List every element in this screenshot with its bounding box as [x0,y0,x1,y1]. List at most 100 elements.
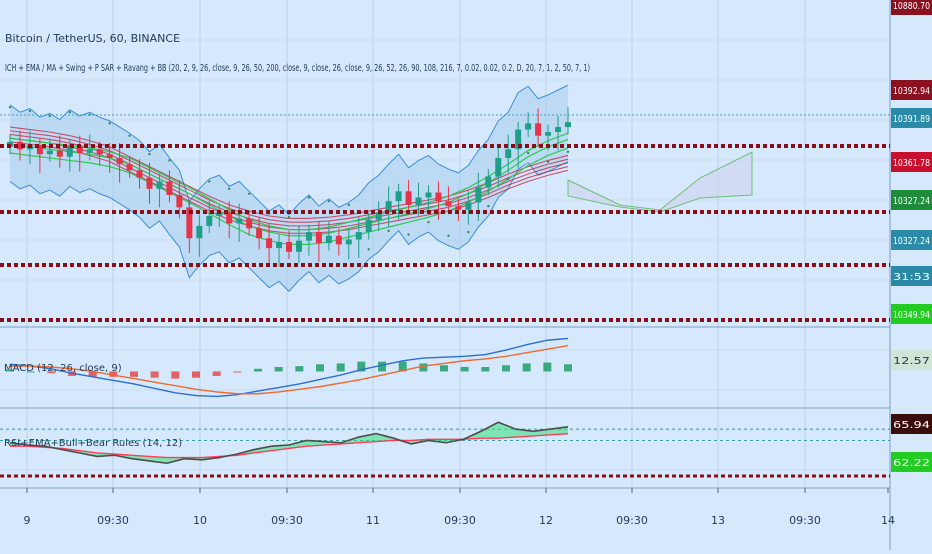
macd-histogram-bar[interactable] [543,362,552,372]
candle-body[interactable] [36,145,43,155]
macd-histogram-bar[interactable] [88,371,97,377]
candle-body[interactable] [305,232,312,241]
candle-body[interactable] [206,216,213,226]
psar-dot [427,220,430,224]
candle-body[interactable] [256,228,263,239]
macd-signal-line[interactable] [10,344,569,395]
macd-histogram-bar[interactable] [522,363,531,372]
candle-body[interactable] [286,241,292,252]
rsi-line[interactable] [9,421,569,465]
macd-histogram-bar[interactable] [460,367,469,372]
macd-histogram-bar[interactable] [47,371,56,374]
candle-body[interactable] [485,176,492,188]
candle-body[interactable] [375,212,382,220]
candle-body[interactable] [66,146,73,157]
candle-body[interactable] [355,232,362,240]
candle-body[interactable] [116,157,123,165]
candle-body[interactable] [246,218,253,229]
candle-body[interactable] [186,207,193,239]
macd-histogram-bar[interactable] [171,371,180,379]
candle-body[interactable] [216,212,223,216]
candle-body[interactable] [455,206,462,210]
candle-body[interactable] [425,192,432,198]
macd-pane[interactable] [6,337,572,398]
candle-body[interactable] [315,232,322,244]
macd-histogram-bar[interactable] [233,371,242,373]
candle-body[interactable] [395,191,402,202]
candle-body[interactable] [295,240,302,252]
macd-histogram-bar[interactable] [26,371,35,373]
candle-body[interactable] [535,123,542,136]
time-axis[interactable]: 9 09:30 10 09:30 11 09:30 12 09:30 13 09:30 14 [24,488,896,527]
candle-body[interactable] [385,201,392,213]
candle-body[interactable] [156,181,163,189]
macd-histogram-bar[interactable] [357,361,366,372]
macd-histogram-bar[interactable] [150,371,159,378]
macd-histogram-bar[interactable] [130,371,138,377]
rsi-pane[interactable] [0,421,890,465]
candle-body[interactable] [76,146,83,153]
rsi-ema-line[interactable] [10,432,569,459]
candle-body[interactable] [266,238,273,249]
candle-body[interactable] [56,150,63,157]
macd-histogram-bar[interactable] [254,368,262,372]
candle-body[interactable] [345,239,352,245]
candle-body[interactable] [276,241,283,249]
macd-histogram-bar[interactable] [6,369,14,372]
macd-histogram-bar[interactable] [398,361,407,372]
macd-histogram-bar[interactable] [274,367,283,372]
candle-body[interactable] [325,235,332,244]
candle-body[interactable] [196,225,203,239]
candle-body[interactable] [176,195,183,208]
price-badge-label: 12.57 [893,356,930,367]
candle-body[interactable] [106,154,113,158]
macd-histogram-bar[interactable] [419,363,428,372]
candle-body[interactable] [146,177,153,189]
candle-body[interactable] [405,191,412,205]
candle-body[interactable] [126,164,133,171]
rsi-title: RSI+EMA+Bull+Bear Rules (14, 12) [4,438,182,449]
candle-body[interactable] [445,201,452,207]
candle-body[interactable] [16,141,23,150]
candle-body[interactable] [515,129,522,150]
psar-dot [287,216,291,219]
candle-body[interactable] [335,235,342,245]
candle-body[interactable] [136,170,143,178]
candle-body[interactable] [226,212,233,224]
candle-body[interactable] [435,192,442,202]
macd-histogram-bar[interactable] [564,364,572,372]
candle-body[interactable] [415,197,422,205]
candle-body[interactable] [46,150,53,155]
candle-body[interactable] [545,132,552,136]
price-badge [891,304,932,324]
macd-histogram-bar[interactable] [109,371,118,377]
candle-body[interactable] [505,149,512,158]
macd-histogram-bar[interactable] [440,365,448,372]
price-badge-label: 10391.89 [893,114,930,125]
price-pane[interactable] [7,84,753,293]
macd-histogram-bar[interactable] [481,367,490,372]
macd-histogram-bar[interactable] [316,364,324,372]
candle-body[interactable] [365,219,372,233]
price-badge-label: 10327.24 [893,196,930,207]
candle-body[interactable] [495,157,502,177]
macd-histogram-bar[interactable] [336,363,345,372]
macd-histogram-bar[interactable] [295,366,304,372]
macd-line[interactable] [9,337,569,398]
x-tick-label: 10 [193,514,207,527]
candle-body[interactable] [525,123,532,130]
candle-body[interactable] [565,122,571,128]
candle-body[interactable] [465,202,472,210]
candle-body[interactable] [236,218,243,224]
candle-body[interactable] [166,181,173,195]
macd-histogram-bar[interactable] [502,365,510,372]
candle-body[interactable] [555,127,562,132]
macd-histogram-bar[interactable] [212,371,221,376]
candle-body[interactable] [86,149,93,153]
macd-histogram-bar[interactable] [378,361,386,372]
candle-body[interactable] [96,149,103,155]
candle-body[interactable] [475,187,482,203]
macd-histogram-bar[interactable] [192,371,200,378]
